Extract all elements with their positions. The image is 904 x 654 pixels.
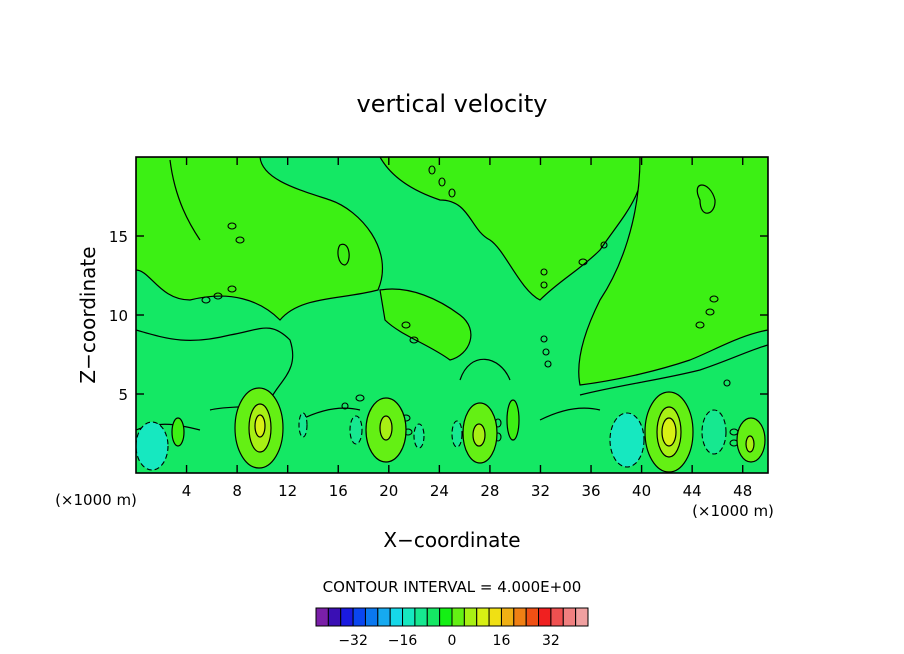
downdraft-x25 <box>451 420 463 448</box>
colorbar-swatch <box>439 607 453 627</box>
downdraft-x39 <box>609 412 645 468</box>
colorbar-swatch <box>414 607 428 627</box>
x-tick-label: 12 <box>278 482 297 500</box>
colorbar-swatch <box>525 607 540 627</box>
x-tick-label: 44 <box>683 482 702 500</box>
colorbar-swatch <box>364 607 379 627</box>
x-tick-label: 4 <box>182 482 192 500</box>
colorbar-tick-label: 32 <box>542 633 560 649</box>
x-axis-label: X−coordinate <box>383 528 520 552</box>
colorbar-swatch <box>402 607 416 627</box>
chart-title: vertical velocity <box>357 90 548 118</box>
x-unit-left: (×1000 m) <box>55 491 137 509</box>
downdraft-left <box>136 421 169 471</box>
y-tick-label: 10 <box>109 307 128 325</box>
colorbar-swatch <box>575 607 589 627</box>
upper-green-regions <box>136 157 768 386</box>
colorbar-swatch <box>500 607 515 627</box>
colorbar-swatch <box>426 607 441 627</box>
downdraft-x14 <box>298 412 308 438</box>
updraft-small-left <box>171 417 185 447</box>
updraft-small-x30 <box>506 399 520 441</box>
downdraft-cores <box>136 409 727 471</box>
updraft-x42-core <box>661 417 677 447</box>
y-axis-ticks: 5 10 15 <box>109 228 768 404</box>
colorbar-swatch <box>389 607 404 627</box>
colorbar-swatch <box>488 607 502 627</box>
colorbar-tick-label: −16 <box>388 633 418 649</box>
updraft-cores <box>171 387 766 473</box>
colorbar-swatch <box>538 607 552 627</box>
contour-region-upper-right <box>578 157 768 386</box>
x-tick-label: 48 <box>733 482 752 500</box>
x-tick-label: 40 <box>632 482 651 500</box>
plot-area <box>136 157 768 473</box>
colorbar-swatch <box>377 607 391 627</box>
updraft-x10-core <box>254 414 266 438</box>
updraft-x48-core <box>745 435 755 453</box>
contour-region-upper-mid <box>379 157 643 301</box>
colorbar-swatch <box>340 607 354 627</box>
updraft-x27-core <box>472 423 486 447</box>
y-tick-label: 15 <box>109 228 128 246</box>
downdraft-x45 <box>701 409 727 455</box>
colorbar-ticks: −32 −16 0 16 32 <box>338 633 560 649</box>
colorbar-tick-label: 0 <box>448 633 457 649</box>
x-tick-label: 24 <box>430 482 449 500</box>
downdraft-x22 <box>413 423 425 449</box>
colorbar-swatch <box>562 607 577 627</box>
colorbar-swatch <box>476 607 490 627</box>
small-loop-contours <box>201 165 739 447</box>
colorbar-swatch <box>352 607 366 627</box>
x-unit-right: (×1000 m) <box>692 502 774 520</box>
colorbar-swatch <box>315 607 329 627</box>
colorbar-swatch <box>513 607 527 627</box>
colorbar-swatch <box>463 607 478 627</box>
colorbar-tick-label: 16 <box>493 633 511 649</box>
updraft-x20-core <box>379 415 393 441</box>
x-tick-label: 8 <box>232 482 242 500</box>
downdraft-x17 <box>349 415 363 445</box>
x-tick-label: 28 <box>480 482 499 500</box>
x-tick-label: 20 <box>379 482 398 500</box>
x-tick-label: 36 <box>581 482 600 500</box>
x-tick-label: 32 <box>531 482 550 500</box>
contour-region-mid-left <box>379 288 472 361</box>
colorbar-swatch <box>327 607 342 627</box>
x-tick-label: 16 <box>329 482 348 500</box>
contour-interval-text: CONTOUR INTERVAL = 4.000E+00 <box>323 578 582 596</box>
colorbar-swatch <box>451 607 465 627</box>
contour-region-upper-left <box>136 157 384 321</box>
x-axis-ticks: 4 8 12 16 20 24 28 32 36 40 44 48 <box>182 157 752 500</box>
colorbar-swatch <box>550 607 564 627</box>
colorbar-tick-label: −32 <box>338 633 368 649</box>
y-axis-label: Z−coordinate <box>76 246 100 383</box>
y-tick-label: 5 <box>118 386 128 404</box>
colorbar <box>315 607 589 627</box>
